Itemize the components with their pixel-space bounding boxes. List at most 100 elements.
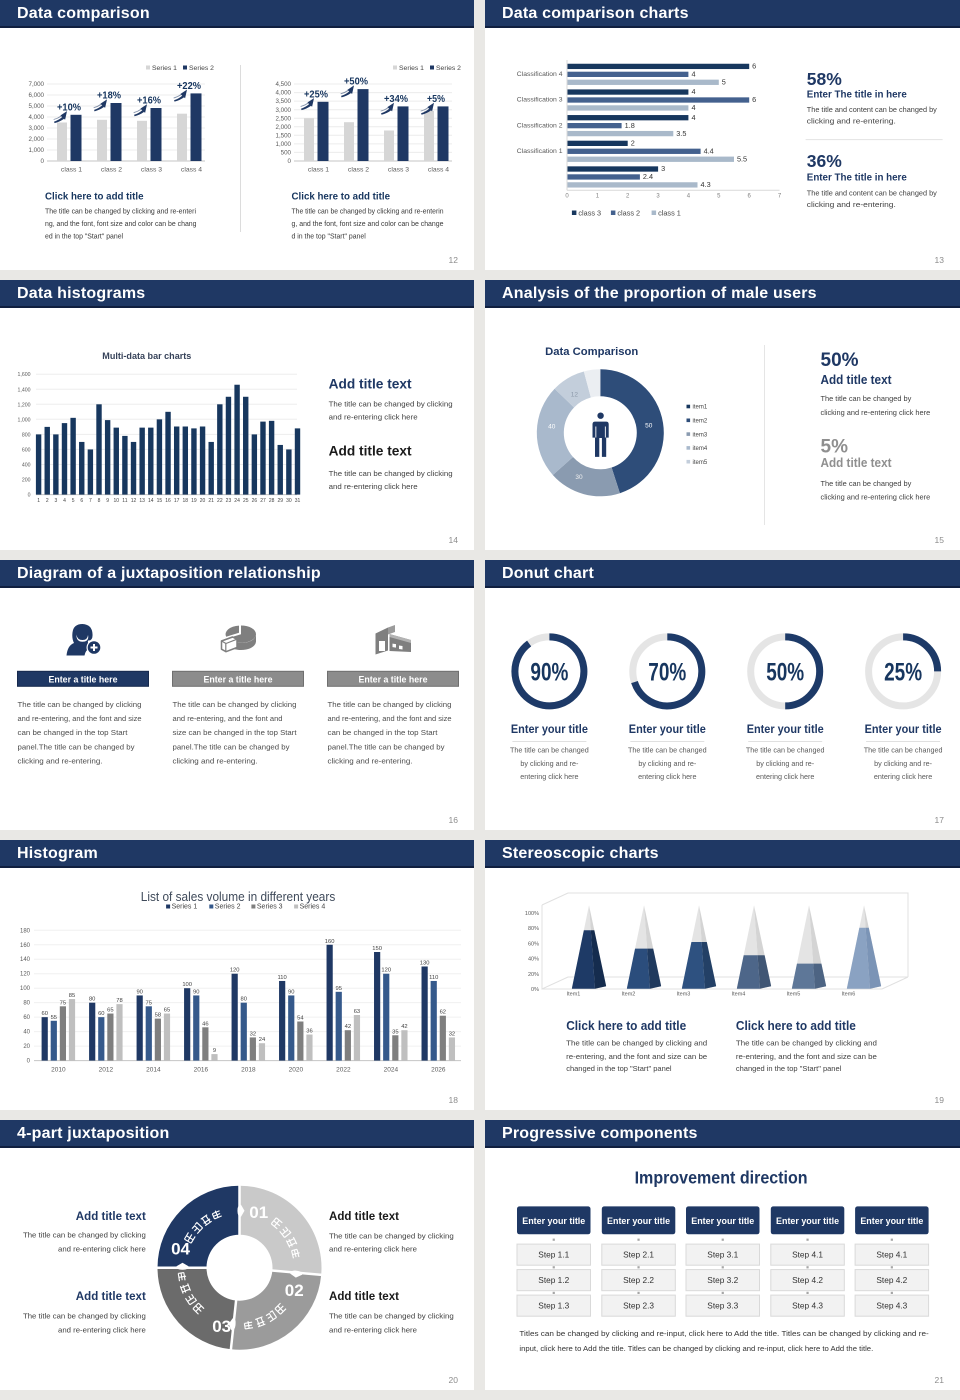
svg-text:Step 2.1: Step 2.1 bbox=[623, 1250, 654, 1260]
svg-text:1,000: 1,000 bbox=[29, 147, 45, 154]
svg-text:120: 120 bbox=[381, 968, 391, 974]
svg-text:Step 4.3: Step 4.3 bbox=[792, 1301, 823, 1311]
svg-text:75: 75 bbox=[60, 1000, 66, 1006]
svg-text:and re-entering, and the font: and re-entering, and the font and size bbox=[328, 714, 452, 723]
svg-text:24: 24 bbox=[234, 498, 240, 504]
svg-text:The title can be changed by cl: The title can be changed by clicking bbox=[329, 1231, 454, 1240]
svg-text:2,000: 2,000 bbox=[29, 136, 45, 143]
svg-text:and re-entering, and the font: and re-entering, and the font and bbox=[173, 714, 283, 723]
svg-text:5,000: 5,000 bbox=[29, 103, 45, 110]
svg-text:35: 35 bbox=[392, 1029, 398, 1035]
svg-text:5: 5 bbox=[717, 194, 721, 200]
svg-text:Series 1: Series 1 bbox=[399, 65, 424, 72]
svg-text:changed in the top "Start" pan: changed in the top "Start" panel bbox=[566, 1064, 672, 1073]
svg-text:ed in the top "Start" panel: ed in the top "Start" panel bbox=[45, 234, 124, 241]
svg-text:110: 110 bbox=[278, 975, 287, 981]
svg-text:Enter your title: Enter your title bbox=[522, 1216, 585, 1227]
svg-text:The title can be changed by: The title can be changed by bbox=[821, 394, 912, 403]
svg-text:100%: 100% bbox=[525, 911, 539, 917]
svg-text:65: 65 bbox=[107, 1008, 113, 1014]
svg-text:Item5: Item5 bbox=[787, 992, 801, 998]
svg-text:Add title text: Add title text bbox=[329, 1289, 399, 1303]
svg-text:Multi-data bar charts: Multi-data bar charts bbox=[102, 351, 191, 362]
svg-text:Add title text: Add title text bbox=[329, 1209, 399, 1223]
svg-text:Enter a title here: Enter a title here bbox=[49, 674, 118, 685]
svg-text:The title can be changed by cl: The title can be changed by clicking bbox=[23, 1311, 146, 1320]
svg-text:clicking and re-entering.: clicking and re-entering. bbox=[173, 756, 258, 765]
svg-text:Add title text: Add title text bbox=[76, 1289, 146, 1303]
svg-text:2: 2 bbox=[626, 194, 630, 200]
svg-text:18: 18 bbox=[183, 498, 189, 504]
svg-text:can be changed in the top Star: can be changed in the top Start bbox=[18, 728, 129, 737]
svg-text:Series 2: Series 2 bbox=[215, 904, 241, 911]
svg-text:ng, and the font, font size an: ng, and the font, font size and color ca… bbox=[45, 221, 197, 228]
svg-text:+50%: +50% bbox=[344, 76, 369, 88]
svg-text:Enter your title: Enter your title bbox=[776, 1216, 839, 1227]
svg-text:clicking and re-entering.: clicking and re-entering. bbox=[18, 756, 103, 765]
svg-text:Click here to add title: Click here to add title bbox=[45, 191, 144, 203]
svg-text:140: 140 bbox=[20, 957, 31, 963]
svg-text:clicking and re-entering click: clicking and re-entering click here bbox=[821, 493, 931, 502]
svg-text:30: 30 bbox=[286, 498, 292, 504]
svg-text:The title can be changed: The title can be changed bbox=[628, 746, 707, 755]
svg-text:The title can be changed by cl: The title can be changed by clicking bbox=[329, 469, 453, 478]
svg-text:Click here to add title: Click here to add title bbox=[292, 191, 391, 203]
svg-text:and re-entering click here: and re-entering click here bbox=[329, 482, 418, 491]
svg-text:4.3: 4.3 bbox=[701, 180, 711, 189]
svg-text:Enter your title: Enter your title bbox=[511, 724, 588, 736]
svg-text:3: 3 bbox=[54, 498, 57, 504]
svg-text:54: 54 bbox=[297, 1016, 304, 1022]
svg-text:Item1: Item1 bbox=[567, 992, 581, 998]
svg-text:130: 130 bbox=[420, 960, 430, 966]
svg-text:The title can be changed by cl: The title can be changed by clicking bbox=[329, 1311, 454, 1320]
svg-text:class 1: class 1 bbox=[308, 167, 329, 174]
svg-text:entering click here: entering click here bbox=[874, 772, 932, 781]
svg-text:3,000: 3,000 bbox=[276, 107, 292, 114]
svg-text:2022: 2022 bbox=[336, 1067, 351, 1074]
svg-text:29: 29 bbox=[277, 498, 283, 504]
svg-text:04: 04 bbox=[171, 1240, 190, 1259]
svg-text:d in the top "Start" panel: d in the top "Start" panel bbox=[292, 234, 367, 241]
svg-text:entering click here: entering click here bbox=[520, 772, 578, 781]
svg-text:Enter your title: Enter your title bbox=[629, 724, 706, 736]
svg-text:The title can be changed by cl: The title can be changed by clicking bbox=[18, 700, 142, 709]
svg-text:4: 4 bbox=[691, 87, 695, 96]
svg-text:Item6: Item6 bbox=[842, 992, 856, 998]
svg-text:Step 4.2: Step 4.2 bbox=[876, 1275, 907, 1285]
svg-text:120: 120 bbox=[20, 972, 31, 978]
svg-text:7: 7 bbox=[89, 498, 92, 504]
svg-text:120: 120 bbox=[230, 968, 240, 974]
svg-text:16: 16 bbox=[165, 498, 171, 504]
svg-text:31: 31 bbox=[295, 498, 301, 504]
svg-text:01: 01 bbox=[249, 1203, 268, 1222]
svg-text:1: 1 bbox=[596, 194, 600, 200]
svg-text:60: 60 bbox=[98, 1011, 104, 1017]
svg-text:4,500: 4,500 bbox=[276, 81, 292, 88]
svg-text:can be changed in the top Star: can be changed in the top Start bbox=[328, 728, 439, 737]
svg-text:Item3: Item3 bbox=[677, 992, 691, 998]
svg-text:clicking and re-entering click: clicking and re-entering click here bbox=[821, 408, 931, 417]
svg-text:Series 4: Series 4 bbox=[300, 904, 326, 911]
svg-text:10: 10 bbox=[113, 498, 119, 504]
svg-text:Enter your title: Enter your title bbox=[860, 1216, 923, 1227]
svg-text:Step 4.3: Step 4.3 bbox=[876, 1301, 907, 1311]
svg-text:and re-entering, and the font: and re-entering, and the font and size bbox=[18, 714, 142, 723]
svg-text:Titles can be changed by click: Titles can be changed by clicking and re… bbox=[519, 1329, 929, 1338]
svg-text:Step 4.2: Step 4.2 bbox=[792, 1275, 823, 1285]
svg-text:5.5: 5.5 bbox=[737, 154, 747, 163]
svg-text:0: 0 bbox=[288, 158, 292, 165]
svg-text:1,600: 1,600 bbox=[18, 372, 31, 378]
svg-text:4: 4 bbox=[691, 113, 695, 122]
svg-text:2026: 2026 bbox=[431, 1067, 446, 1074]
svg-text:78: 78 bbox=[116, 998, 122, 1004]
svg-text:Classification 3: Classification 3 bbox=[517, 97, 563, 104]
svg-text:200: 200 bbox=[22, 478, 31, 484]
svg-text:Click here to add title: Click here to add title bbox=[566, 1018, 686, 1033]
svg-text:60%: 60% bbox=[528, 941, 539, 947]
svg-text:class 4: class 4 bbox=[181, 167, 202, 174]
svg-text:Classification 4: Classification 4 bbox=[517, 71, 563, 78]
svg-text:class 3: class 3 bbox=[388, 167, 409, 174]
svg-text:22: 22 bbox=[217, 498, 223, 504]
svg-text:2: 2 bbox=[631, 139, 635, 148]
svg-text:70%: 70% bbox=[648, 658, 686, 686]
